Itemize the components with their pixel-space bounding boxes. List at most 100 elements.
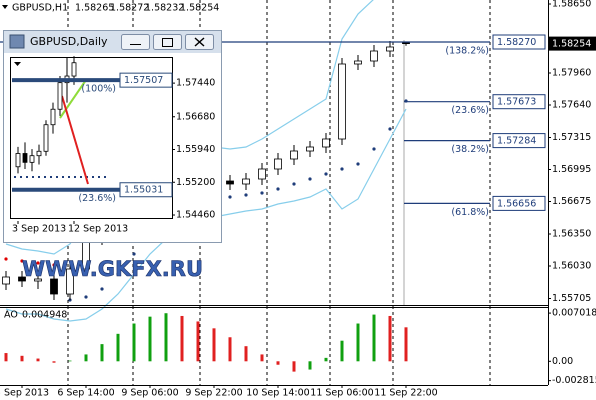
- candle-body: [43, 124, 49, 152]
- candle-body: [66, 268, 74, 295]
- sar-dot: [116, 272, 120, 276]
- candle-body: [57, 82, 63, 110]
- indicator-name: AO: [4, 310, 18, 321]
- ao-bar: [324, 357, 328, 362]
- sar-dot: [36, 261, 40, 265]
- high-value: 1.58272: [110, 3, 149, 14]
- fib-price: 1.56656: [497, 198, 536, 209]
- candle-body: [18, 276, 26, 282]
- candle-body: [402, 42, 410, 44]
- x-tick-label: 11 Sep 22:00: [374, 388, 437, 399]
- watermark: WWW.GKFX.RU: [22, 257, 203, 281]
- low-value: 1.58232: [145, 3, 184, 14]
- candle-body: [226, 180, 234, 185]
- x-tick-label: 10 Sep 14:00: [246, 388, 309, 399]
- sar-dot: [276, 187, 280, 191]
- ao-bar: [196, 321, 200, 362]
- y-tick-label: -0.002815: [552, 375, 596, 386]
- y-tick-label: 1.56680: [176, 111, 215, 122]
- ao-bar: [388, 315, 392, 362]
- x-tick-label: 3 Sep 2013: [12, 224, 66, 235]
- ao-bar: [292, 361, 296, 372]
- sar-dot: [356, 162, 360, 166]
- ao-bar: [132, 323, 136, 362]
- sar-dot: [132, 252, 136, 256]
- y-tick-label: 1.56350: [552, 229, 591, 240]
- ao-bar: [276, 361, 280, 365]
- candle-body: [386, 46, 394, 52]
- x-tick-label: 9 Sep 06:00: [121, 388, 178, 399]
- ao-bar: [404, 327, 408, 362]
- ao-panel: AO 0.004948 0.007018 0.00 -0.002815: [4, 308, 596, 387]
- fib-label-box: [492, 133, 546, 149]
- ao-bar: [4, 353, 8, 362]
- symbol: GBPUSD,H1: [12, 3, 68, 14]
- current-price: 1.58254: [552, 39, 591, 50]
- open-value: 1.58265: [75, 3, 114, 14]
- sar-dot: [228, 195, 232, 199]
- restore-icon: [162, 38, 173, 47]
- candle-body: [290, 150, 298, 160]
- menu-arrow: [2, 5, 8, 9]
- ao-bar: [20, 355, 24, 362]
- ao-bar: [340, 340, 344, 362]
- fib-ratio: (23.6%): [78, 193, 116, 204]
- fib-price: 1.57284: [497, 136, 536, 147]
- candle-body: [306, 146, 314, 152]
- trend-line: [61, 95, 89, 185]
- fib-ratio: (61.8%): [451, 207, 489, 218]
- x-tick-label: 11 Sep 06:00: [310, 388, 373, 399]
- sar-dot: [244, 193, 248, 197]
- y-tick-label: 1.55940: [176, 144, 215, 155]
- sar-dot: [372, 147, 376, 151]
- candle-body: [242, 178, 250, 185]
- fib-ratio: (38.2%): [451, 144, 489, 155]
- ao-bar: [372, 314, 376, 362]
- candle-body: [338, 63, 346, 140]
- fib-label-box: [119, 182, 173, 198]
- y-tick-label: 1.57440: [176, 78, 215, 89]
- candle-body: [15, 153, 21, 168]
- sar-dot: [388, 127, 392, 131]
- sar-dot: [4, 257, 8, 261]
- ao-bar: [52, 361, 56, 363]
- candle-body: [36, 150, 42, 157]
- candle-body: [50, 108, 56, 126]
- ao-bar: [36, 358, 40, 362]
- trend-line: [59, 79, 87, 119]
- fib-label-box: [492, 195, 546, 211]
- sar-dot: [260, 191, 264, 195]
- ao-bar: [84, 354, 88, 362]
- candle-body: [50, 278, 58, 295]
- daily-window[interactable]: GBPUSD,Daily 1.57440 1.56680 1.55940 1.5520…: [3, 30, 222, 243]
- ao-bar: [148, 316, 152, 362]
- close-icon: [194, 37, 205, 47]
- frame: [0, 0, 549, 386]
- y-tick-label: 1.55200: [176, 177, 215, 188]
- fib-price: 1.57507: [124, 75, 163, 86]
- ao-bar: [180, 315, 184, 362]
- x-tick-label: 12 Sep 2013: [68, 224, 128, 235]
- ao-bar: [116, 333, 120, 362]
- sar-dot: [52, 263, 56, 267]
- candle-body: [354, 60, 362, 65]
- y-tick-label: 1.57640: [552, 100, 591, 111]
- candle-body: [258, 168, 266, 180]
- y-tick-label: 0.007018: [552, 308, 596, 319]
- ao-bar: [356, 323, 360, 362]
- y-tick-label: 1.58650: [552, 0, 591, 10]
- minimize-button[interactable]: [121, 34, 150, 50]
- sar-dot: [340, 167, 344, 171]
- restore-button[interactable]: [153, 34, 182, 50]
- sar-dot: [20, 259, 24, 263]
- fib-ratio: (23.6%): [451, 105, 489, 116]
- candle-body: [322, 138, 330, 148]
- y-tick-label: 1.56030: [552, 261, 591, 272]
- candle-body: [71, 62, 77, 77]
- close-value: 1.58254: [180, 3, 219, 14]
- window-title: GBPUSD,Daily: [30, 35, 108, 48]
- fib-label-box: [492, 94, 546, 110]
- y-tick-label: 1.57960: [552, 68, 591, 79]
- sar-dot: [308, 177, 312, 181]
